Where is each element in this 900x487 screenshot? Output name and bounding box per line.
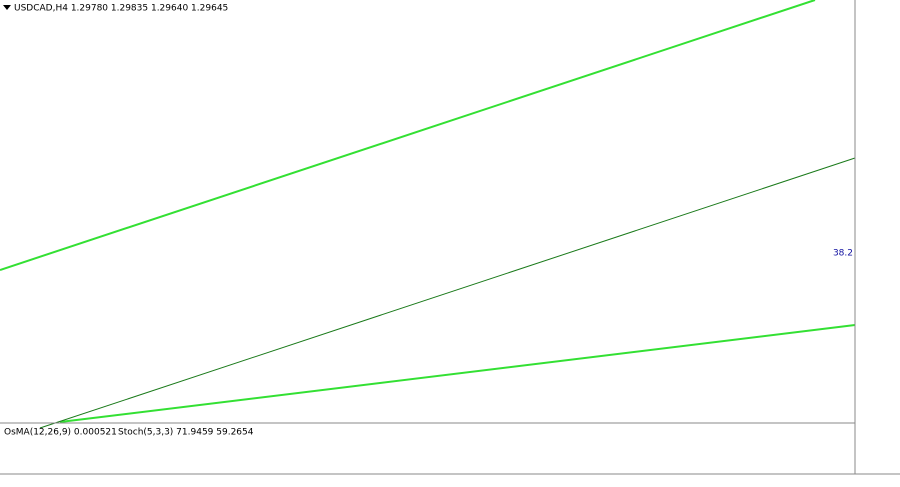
chart-title: USDCAD,H4 1.29780 1.29835 1.29640 1.2964… bbox=[14, 4, 228, 14]
trend-line-lower bbox=[59, 324, 856, 423]
trend-line-mid bbox=[39, 157, 856, 429]
osma-label: OsMA(12,26,9) 0.000521 bbox=[4, 428, 117, 438]
fib-label: 38.2 bbox=[833, 249, 853, 259]
stoch-label: Stoch(5,3,3) 71.9459 59.2654 bbox=[118, 428, 254, 438]
trend-line-upper bbox=[0, 0, 816, 271]
menu-arrow[interactable] bbox=[3, 5, 11, 10]
